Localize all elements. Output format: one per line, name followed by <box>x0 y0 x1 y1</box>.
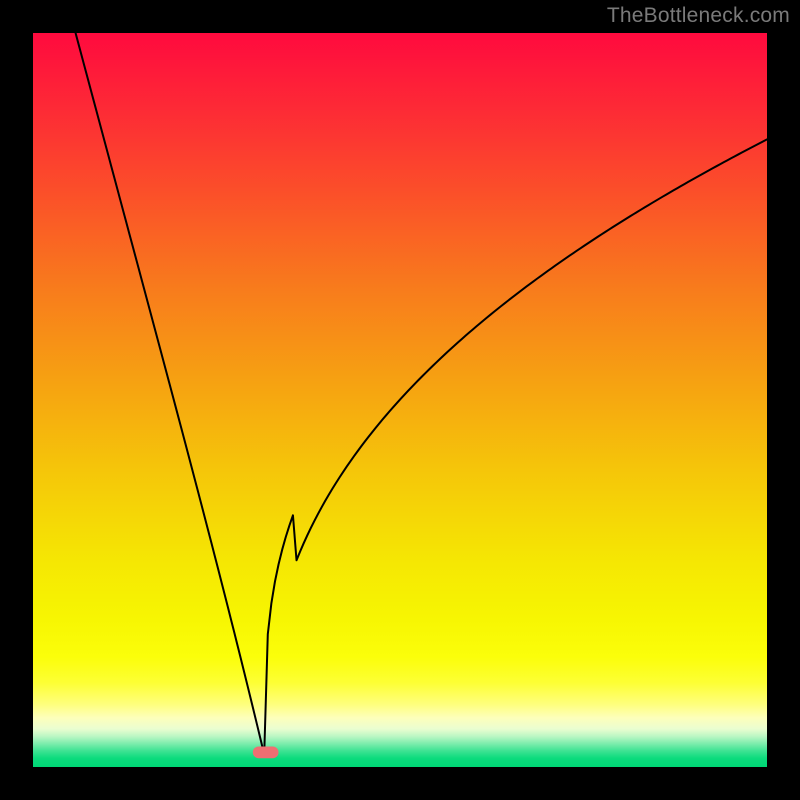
min-marker <box>253 746 279 758</box>
plot-area <box>33 33 767 767</box>
watermark-text: TheBottleneck.com <box>607 4 790 28</box>
plot-svg <box>33 33 767 767</box>
